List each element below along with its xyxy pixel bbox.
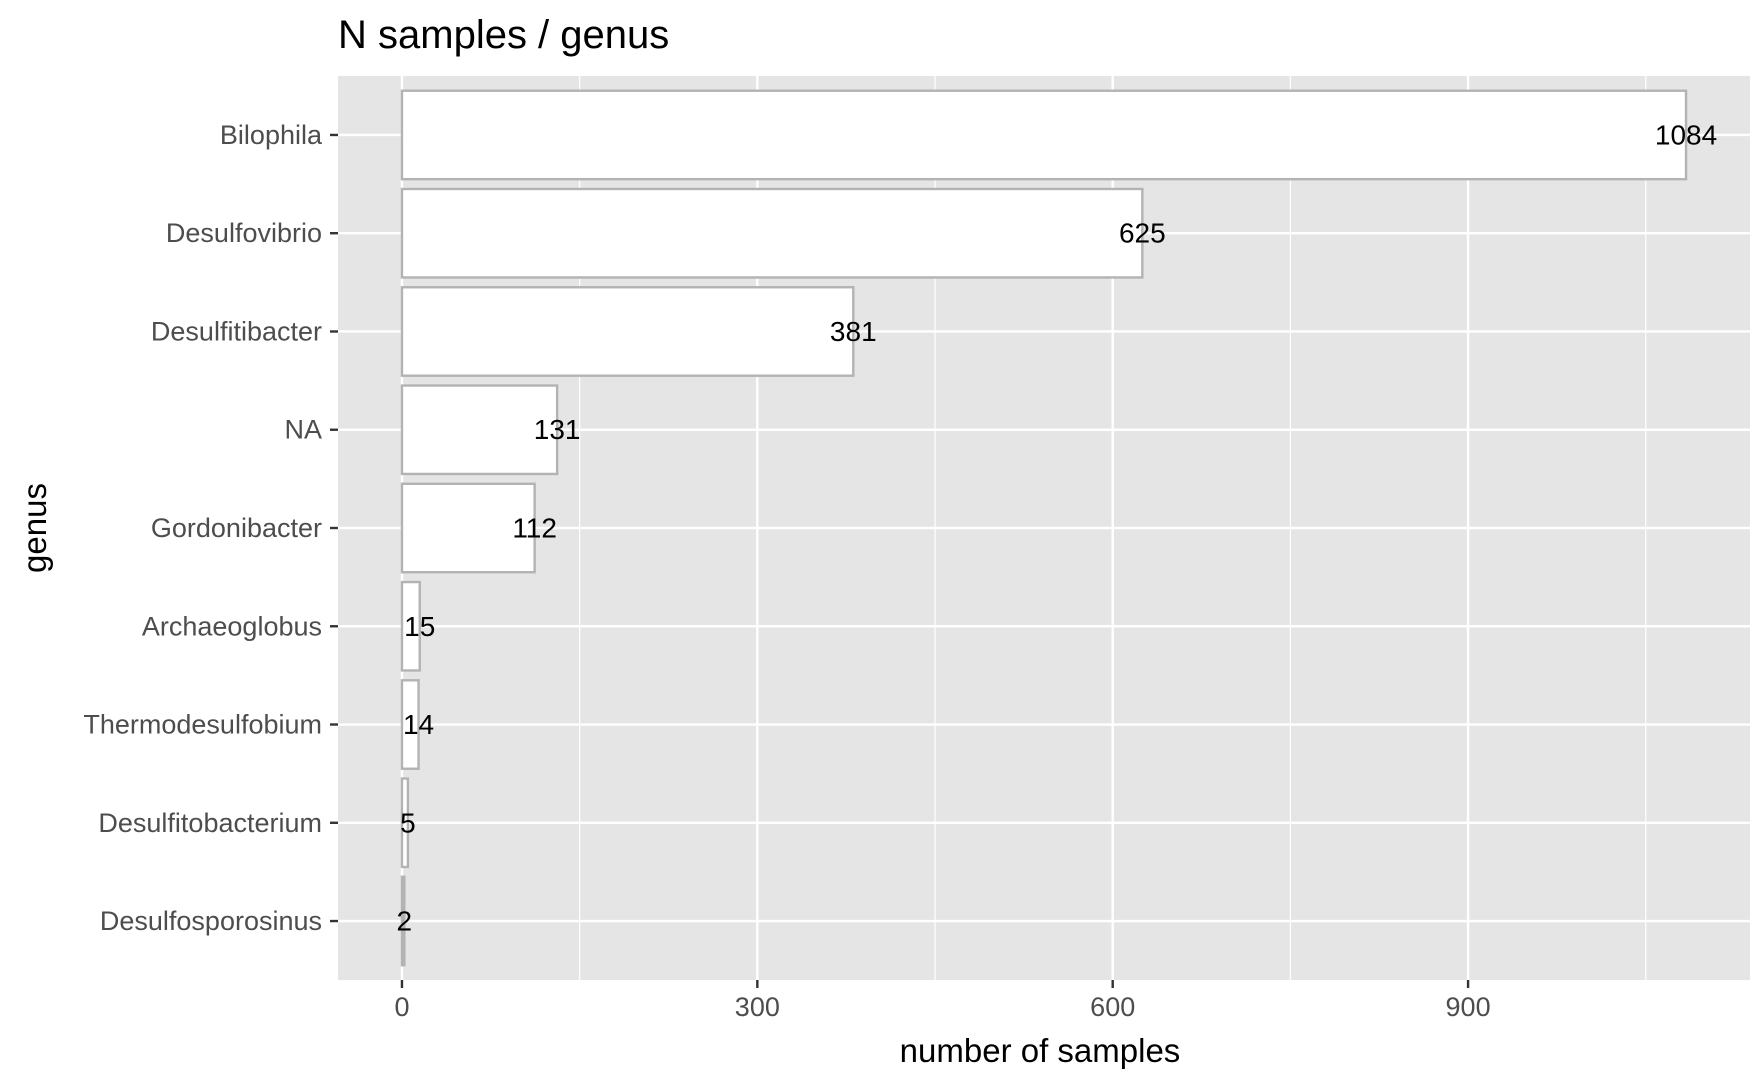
bar bbox=[400, 679, 420, 770]
bar bbox=[400, 187, 1144, 279]
bar-labels: 1084 625 381 131 112 15 14 5 2 bbox=[397, 119, 1718, 936]
data-label: 5 bbox=[400, 807, 416, 838]
x-tick-label: 900 bbox=[1446, 992, 1491, 1022]
y-tick-label: Gordonibacter bbox=[151, 513, 322, 543]
y-tick-label: Desulfitibacter bbox=[151, 316, 322, 346]
y-tick-label: Thermodesulfobium bbox=[83, 710, 322, 740]
x-axis: 0 300 600 900 bbox=[394, 980, 1491, 1022]
y-tick-label: Desulfovibrio bbox=[166, 218, 322, 248]
x-tick-label: 600 bbox=[1090, 992, 1135, 1022]
y-tick-label: Bilophila bbox=[220, 120, 323, 150]
bar bbox=[400, 384, 559, 476]
bar bbox=[400, 777, 410, 869]
data-label: 381 bbox=[830, 316, 877, 347]
y-tick-label: NA bbox=[284, 415, 322, 445]
data-label: 14 bbox=[403, 709, 434, 740]
bar bbox=[400, 89, 1688, 181]
y-axis-title: genus bbox=[16, 483, 53, 573]
data-label: 1084 bbox=[1655, 119, 1717, 150]
data-label: 131 bbox=[534, 414, 581, 445]
x-tick-label: 0 bbox=[394, 992, 409, 1022]
data-label: 112 bbox=[512, 513, 557, 544]
y-tick-label: Desulfosporosinus bbox=[100, 906, 322, 936]
chart-title: N samples / genus bbox=[338, 13, 669, 57]
data-label: 625 bbox=[1119, 218, 1166, 249]
x-tick-label: 300 bbox=[735, 992, 780, 1022]
data-label: 15 bbox=[404, 611, 435, 642]
bar bbox=[400, 580, 421, 672]
bars bbox=[400, 89, 1688, 967]
y-axis: Bilophila Desulfovibrio Desulfitibacter NA G… bbox=[83, 120, 338, 936]
x-axis-title: number of samples bbox=[900, 1032, 1181, 1069]
bar bbox=[400, 286, 855, 377]
data-label: 2 bbox=[397, 906, 413, 937]
bar bbox=[400, 482, 536, 574]
y-tick-label: Archaeoglobus bbox=[142, 611, 322, 641]
bar bbox=[400, 875, 406, 967]
y-tick-label: Desulfitobacterium bbox=[98, 808, 322, 838]
